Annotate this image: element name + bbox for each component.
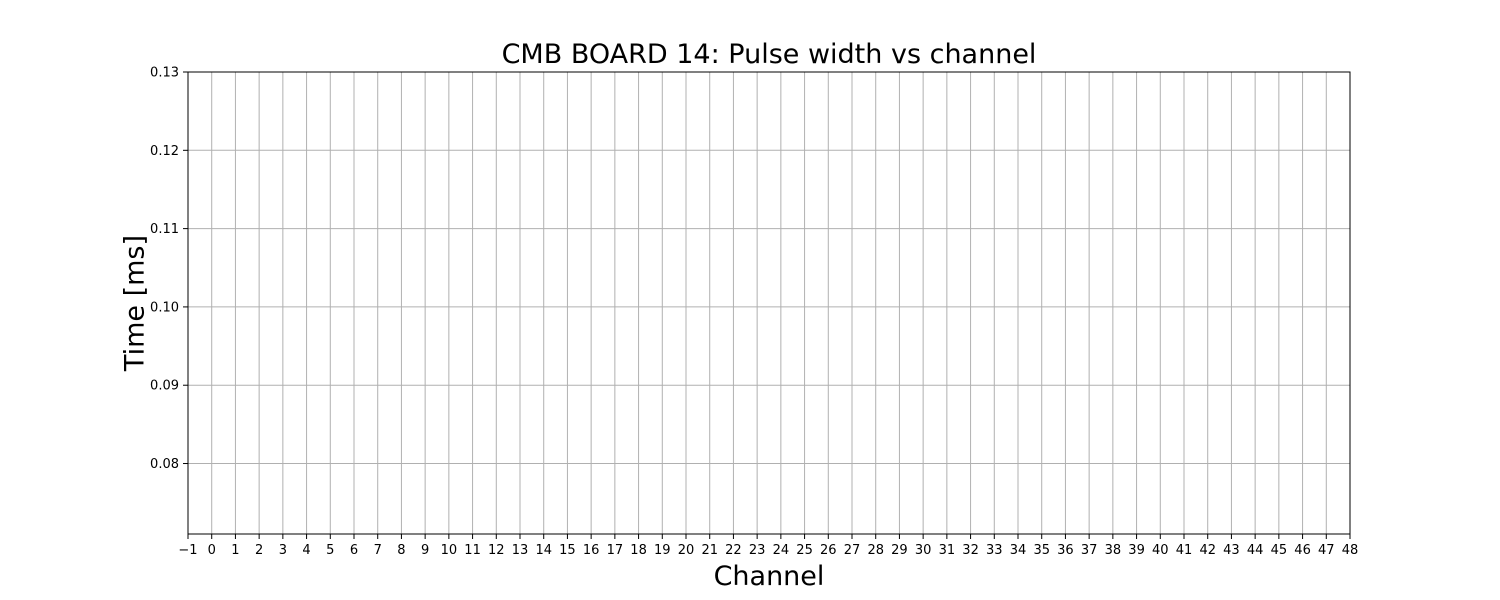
x-tick-label: 19 [654, 543, 671, 558]
x-tick-label: −1 [178, 543, 197, 558]
x-axis-label: Channel [714, 561, 825, 592]
x-tick-label: 3 [279, 543, 287, 558]
x-tick-label: 18 [630, 543, 647, 558]
y-tick-label: 0.13 [150, 66, 179, 81]
x-tick-label: 36 [1057, 543, 1074, 558]
x-tick-label: 40 [1152, 543, 1169, 558]
x-tick-label: 30 [915, 543, 932, 558]
x-tick-label: 14 [535, 543, 552, 558]
x-tick-label: 5 [326, 543, 334, 558]
x-tick-label: 31 [939, 543, 956, 558]
x-tick-label: 26 [820, 543, 837, 558]
x-tick-label: 37 [1081, 543, 1098, 558]
x-tick-label: 44 [1247, 543, 1264, 558]
x-tick-label: 12 [488, 543, 505, 558]
x-tick-label: 24 [773, 543, 790, 558]
x-tick-label: 21 [701, 543, 718, 558]
x-tick-label: 16 [583, 543, 600, 558]
chart-title: CMB BOARD 14: Pulse width vs channel [502, 39, 1037, 70]
x-tick-label: 32 [962, 543, 979, 558]
x-tick-label: 45 [1271, 543, 1288, 558]
axis-ticks: −1 0 1 2 3 4 5 6 7 8 9 10 11 12 13 14 15 16 17 18 19 20 21 22 23… [150, 66, 1358, 559]
y-axis-label: Time [ms] [119, 235, 150, 372]
x-tick-label: 17 [607, 543, 624, 558]
x-tick-label: 48 [1342, 543, 1359, 558]
x-tick-label: 39 [1128, 543, 1145, 558]
x-tick-label: 20 [678, 543, 695, 558]
x-tick-label: 4 [302, 543, 310, 558]
y-tick-label: 0.08 [150, 457, 179, 472]
x-tick-label: 42 [1199, 543, 1216, 558]
x-tick-label: 2 [255, 543, 263, 558]
x-tick-label: 10 [441, 543, 458, 558]
x-tick-label: 46 [1294, 543, 1311, 558]
x-tick-label: 7 [374, 543, 382, 558]
x-tick-label: 1 [231, 543, 239, 558]
x-tick-label: 11 [464, 543, 481, 558]
x-tick-label: 33 [986, 543, 1003, 558]
x-tick-label: 43 [1223, 543, 1240, 558]
y-tick-label: 0.09 [150, 379, 179, 394]
x-tick-label: 13 [512, 543, 529, 558]
grid-lines [187, 71, 1351, 534]
x-tick-label: 47 [1318, 543, 1335, 558]
y-tick-label: 0.12 [150, 144, 179, 159]
x-tick-label: 28 [867, 543, 884, 558]
x-tick-label: 0 [208, 543, 216, 558]
x-tick-label: 6 [350, 543, 358, 558]
x-tick-label: 23 [749, 543, 766, 558]
y-tick-label: 0.11 [150, 222, 179, 237]
x-tick-label: 25 [796, 543, 813, 558]
x-tick-label: 35 [1033, 543, 1050, 558]
x-tick-label: 9 [421, 543, 429, 558]
y-tick-label: 0.10 [150, 300, 179, 315]
x-tick-label: 34 [1010, 543, 1027, 558]
x-tick-label: 38 [1105, 543, 1122, 558]
plot-frame [187, 71, 1351, 535]
x-tick-label: 29 [891, 543, 908, 558]
x-tick-label: 41 [1176, 543, 1193, 558]
x-tick-label: 8 [397, 543, 405, 558]
x-tick-label: 27 [844, 543, 861, 558]
x-tick-label: 15 [559, 543, 576, 558]
x-tick-label: 22 [725, 543, 742, 558]
